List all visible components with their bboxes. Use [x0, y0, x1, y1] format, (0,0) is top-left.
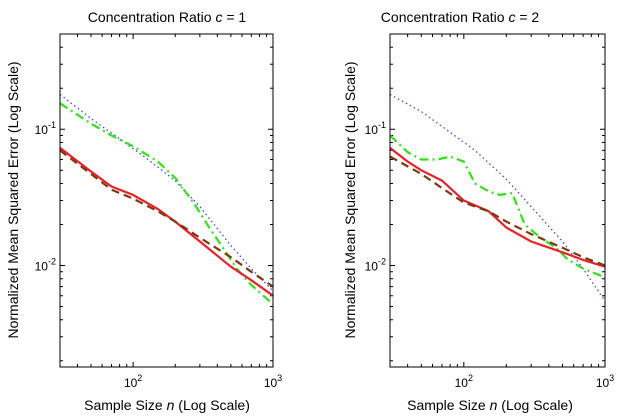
chart-title-1: Concentration Ratio c = 1 [88, 9, 247, 25]
y-tick-label: 10-1 [365, 120, 386, 137]
x-tick-label: 103 [264, 373, 282, 390]
x-axis-label-2: Sample Size n (Log Scale) [407, 397, 573, 413]
y-tick-label: 10-2 [35, 257, 56, 274]
axes-frame-1 [59, 33, 274, 368]
plot-area-2: 102 103 10-1 10-2 [365, 34, 614, 390]
x-tick-label: 102 [124, 373, 142, 390]
x-tick-label: 102 [455, 373, 473, 390]
series-line-dashed [59, 149, 274, 288]
y-tick-label: 10-2 [365, 257, 386, 274]
series-line-dashdot [389, 134, 606, 279]
y-tick-label: 10-1 [35, 120, 56, 137]
axes-frame-2 [389, 33, 606, 368]
chart-title-2: Concentration Ratio c = 2 [381, 9, 540, 25]
chart-panel-1: Concentration Ratio c = 1 102 103 10-1 10-2… [5, 9, 282, 413]
y-axis-label-2: Normalized Mean Squared Error (Log Scale… [342, 61, 358, 338]
series-line-dotted [59, 93, 274, 292]
series-line-dashed [389, 155, 606, 267]
plot-area-1: 102 103 10-1 10-2 [35, 34, 282, 390]
x-axis-label-1: Sample Size n (Log Scale) [84, 397, 250, 413]
series-line-dotted [389, 93, 606, 302]
chart-panel-2: Concentration Ratio c = 2 102 103 10-1 10-2… [342, 9, 614, 413]
series-line-solid [389, 147, 606, 268]
x-tick-label: 103 [596, 373, 614, 390]
series-line-solid [59, 147, 274, 297]
y-axis-label-1: Normalized Mean Squared Error (Log Scale… [5, 61, 21, 338]
